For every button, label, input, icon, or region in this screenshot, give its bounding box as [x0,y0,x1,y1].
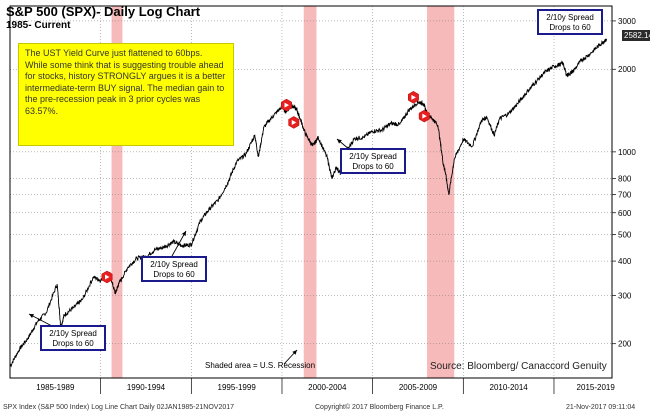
callout-line2: Drops to 60 [549,22,591,32]
source-label: Source: Bloomberg/ Canaccord Genuity [430,361,607,372]
x-tick-label-5: 2010-2014 [490,383,529,392]
last-price-label: 2582.14 [622,30,650,41]
footer-timestamp: 21-Nov-2017 09:11:04 [566,404,636,411]
recession-band-2 [427,6,455,378]
arrow-callout-1990 [171,230,187,257]
y-tick-label-400: 400 [618,257,632,266]
x-tick-label-2: 1995-1999 [218,383,257,392]
commentary-note: The UST Yield Curve just flattened to 60… [18,43,234,146]
y-tick-label-700: 700 [618,190,632,199]
callout-line1: 2/10y Spread [49,329,97,338]
arrow-shaded-area-head [292,350,297,355]
y-tick-label-2000: 2000 [618,65,636,74]
spx-price-line [9,38,608,368]
chart-subtitle: 1985- Current [6,20,71,31]
callout-line1: 2/10y Spread [150,260,198,269]
y-tick-label-800: 800 [618,174,632,183]
y-tick-label-500: 500 [618,230,632,239]
y-tick-label-1000: 1000 [618,148,636,157]
recession-band-1 [303,6,317,378]
y-tick-label-600: 600 [618,209,632,218]
recession-band-0 [111,6,123,378]
callout-line2: Drops to 60 [153,269,195,279]
callout-1988: 2/10y Spread Drops to 60 [40,325,106,351]
footer-description: SPX Index (S&P 500 Index) Log Line Chart… [3,404,235,411]
x-tick-label-4: 2005-2009 [399,383,438,392]
callout-1990: 2/10y Spread Drops to 60 [141,256,207,282]
x-tick-label-3: 2000-2004 [308,383,347,392]
callout-2017: 2/10y Spread Drops to 60 [537,9,603,35]
callout-2000: 2/10y Spread Drops to 60 [340,148,406,174]
y-tick-label-200: 200 [618,340,632,349]
callout-line2: Drops to 60 [352,161,394,171]
plot-frame [9,5,613,379]
callout-line1: 2/10y Spread [546,13,594,22]
chart-title: S&P 500 (SPX)- Daily Log Chart [6,4,201,19]
signal-marker-glyph-2 [291,119,297,125]
callout-line2: Drops to 60 [52,338,94,348]
arrow-callout-1990-head [181,231,186,236]
signal-marker-glyph-4 [422,113,427,119]
footer-copyright: Copyright© 2017 Bloomberg Finance L.P. [315,404,444,411]
x-tick-label-0: 1985-1989 [36,383,75,392]
signal-marker-glyph-0 [105,274,110,280]
shaded-area-label: Shaded area = U.S. Recession [205,361,316,370]
signal-marker-glyph-3 [411,94,416,100]
arrow-callout-1988-head [29,314,34,319]
y-tick-label-3000: 3000 [618,17,636,26]
signal-marker-glyph-1 [284,102,290,108]
x-tick-label-1: 1990-1994 [127,383,166,392]
y-tick-label-300: 300 [618,291,632,300]
x-tick-label-6: 2015-2019 [577,383,616,392]
callout-line1: 2/10y Spread [349,152,397,161]
arrow-callout-2000-head [337,139,342,144]
